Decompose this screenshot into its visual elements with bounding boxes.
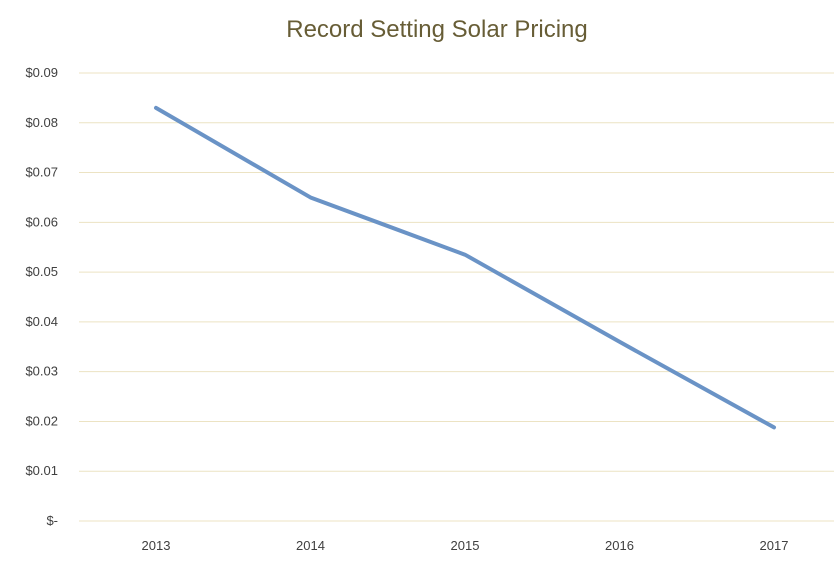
x-tick-label: 2014 (296, 538, 325, 553)
chart-title: Record Setting Solar Pricing (286, 16, 588, 43)
x-tick-label: 2016 (605, 538, 634, 553)
series-line (154, 105, 776, 430)
y-tick-label: $0.05 (25, 264, 58, 279)
y-tick-label: $0.04 (25, 314, 58, 329)
x-tick-label: 2017 (760, 538, 789, 553)
y-tick-label: $0.06 (25, 214, 58, 229)
y-tick-label: $0.08 (25, 115, 58, 130)
y-tick-label: $0.02 (25, 413, 58, 428)
x-tick-label: 2015 (451, 538, 480, 553)
y-tick-label: $0.01 (25, 463, 58, 478)
x-tick-label: 2013 (142, 538, 171, 553)
y-tick-label: $- (46, 513, 58, 528)
y-tick-label: $0.03 (25, 364, 58, 379)
y-tick-label: $0.07 (25, 165, 58, 180)
y-tick-label: $0.09 (25, 65, 58, 80)
